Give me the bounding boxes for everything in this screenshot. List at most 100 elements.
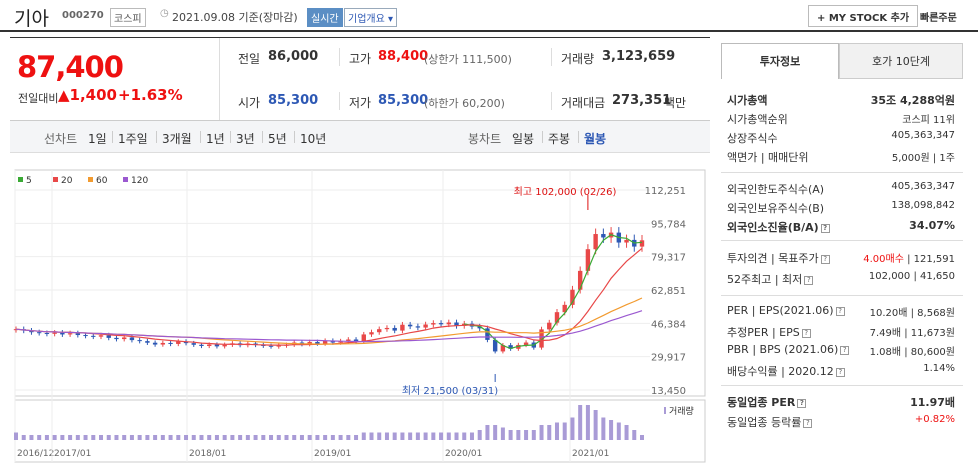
volume-bar — [315, 435, 320, 440]
volume-bar — [469, 432, 474, 440]
candle-body — [214, 344, 220, 347]
volume-bar — [392, 432, 397, 440]
candle-body — [121, 337, 127, 340]
volume-bar — [585, 405, 590, 440]
volume-bar — [400, 432, 405, 440]
volume-label: 거래량 — [669, 405, 694, 417]
volume-bar — [415, 432, 420, 440]
divider — [721, 385, 963, 386]
realtime-button[interactable]: 실시간 — [307, 8, 343, 27]
info-row-value: 4.00매수 | 121,591 — [863, 250, 955, 265]
info-row: 동일업종 PER? 11.97배 — [727, 394, 955, 411]
help-icon[interactable]: ? — [820, 255, 830, 264]
help-icon[interactable]: ? — [801, 328, 811, 338]
divider — [339, 48, 340, 66]
prev-close-label: 전일 — [238, 52, 261, 66]
volume-bar — [346, 435, 351, 440]
period-tab-0[interactable]: 1일 — [88, 132, 107, 146]
divider — [721, 240, 963, 241]
period-tab-3[interactable]: 1년 — [206, 132, 225, 146]
info-row: 투자의견 | 목표주가? 4.00매수 | 121,591 — [727, 250, 955, 267]
help-icon[interactable]: ? — [820, 224, 830, 233]
candle-body — [67, 333, 73, 335]
divider — [262, 131, 263, 143]
candle-body — [36, 332, 42, 334]
volume-bar — [384, 432, 389, 440]
divider — [578, 131, 579, 143]
volume-bar — [29, 435, 34, 440]
help-icon[interactable]: ? — [840, 346, 850, 355]
period-tab-2[interactable]: 3개월 — [162, 132, 192, 146]
market-badge: 코스피 — [110, 8, 146, 27]
amount-label: 거래대금 — [561, 96, 606, 110]
volume-bar — [377, 432, 382, 440]
candle-body — [547, 322, 552, 330]
candle-body — [454, 322, 459, 326]
period-tab-6[interactable]: 10년 — [300, 132, 327, 146]
company-info-dropdown[interactable]: 기업개요 ▾ — [344, 8, 398, 27]
info-row-label: 상장주식수 — [727, 132, 778, 145]
volume-bar — [191, 435, 196, 440]
volume-value: 3,123,659 — [602, 49, 676, 64]
open-label: 시가 — [238, 96, 261, 110]
volume-bar — [354, 435, 359, 440]
help-icon[interactable]: ? — [803, 419, 813, 428]
help-icon[interactable]: ? — [797, 399, 807, 408]
period-tab-5[interactable]: 5년 — [268, 132, 287, 146]
period-tab-1[interactable]: 1주일 — [118, 132, 148, 146]
chevron-down-icon: ▾ — [384, 14, 394, 25]
help-icon[interactable]: ? — [804, 276, 814, 285]
candle-body — [508, 345, 513, 349]
y-tick-label: 112,251 — [645, 186, 686, 197]
period-tab-4[interactable]: 3년 — [236, 132, 255, 146]
info-row: 시가총액 35조 4,288억원 — [727, 92, 955, 109]
low-label: 저가 — [349, 96, 372, 110]
volume-bar — [547, 425, 552, 440]
high-label: 고가 — [349, 52, 372, 66]
candle-tab-2[interactable]: 월봉 — [584, 132, 607, 146]
candle-body — [593, 234, 598, 250]
quick-order-link[interactable]: 빠른주문 — [920, 13, 957, 24]
legend-swatch — [88, 177, 93, 182]
candle-body — [377, 329, 382, 333]
candle-body — [407, 324, 413, 327]
help-icon[interactable]: ? — [835, 307, 845, 316]
volume-bar — [508, 430, 513, 440]
divider — [294, 131, 295, 143]
volume-bar — [168, 435, 173, 440]
volume-bar — [408, 432, 413, 440]
candle-tab-0[interactable]: 일봉 — [512, 132, 535, 146]
volume-bar — [423, 432, 428, 440]
volume-bar — [500, 427, 505, 440]
legend-label: 20 — [61, 176, 73, 186]
candle-body — [492, 339, 498, 352]
help-icon[interactable]: ? — [835, 367, 845, 377]
candle-body — [523, 342, 529, 345]
divider — [156, 131, 157, 143]
info-row: 상장주식수 405,363,347 — [727, 130, 955, 147]
tab-order-book[interactable]: 호가 10단계 — [839, 43, 963, 79]
candle-body — [44, 333, 50, 335]
add-mystock-button[interactable]: + MY STOCK 추가 — [808, 5, 919, 27]
volume-bar — [284, 435, 289, 440]
info-row-label: 액면가 | 매매단위 — [727, 151, 809, 164]
legend-swatch — [123, 177, 128, 182]
volume-bar — [299, 435, 304, 440]
info-row: 배당수익률 | 2020.12? 1.14% — [727, 363, 955, 380]
y-tick-label: 62,851 — [651, 286, 686, 297]
price-chart[interactable]: 5 20 60 120 112,251 95,784 79,317 62,851 46,384 2… — [10, 168, 710, 467]
candle-tab-1[interactable]: 주봉 — [548, 132, 571, 146]
volume-bar — [624, 425, 629, 440]
candle-body — [400, 324, 405, 331]
volume-bar — [184, 435, 189, 440]
open-value: 85,300 — [268, 93, 319, 108]
volume-bar — [160, 435, 165, 440]
volume-bar — [632, 430, 637, 440]
volume-bar — [570, 417, 575, 440]
candle-body — [585, 249, 591, 271]
candle-body — [129, 337, 135, 341]
tab-investment-info[interactable]: 투자정보 — [721, 43, 839, 79]
volume-bar — [91, 435, 96, 440]
volume-bar — [245, 435, 250, 440]
info-row-value: 405,363,347 — [891, 130, 955, 141]
